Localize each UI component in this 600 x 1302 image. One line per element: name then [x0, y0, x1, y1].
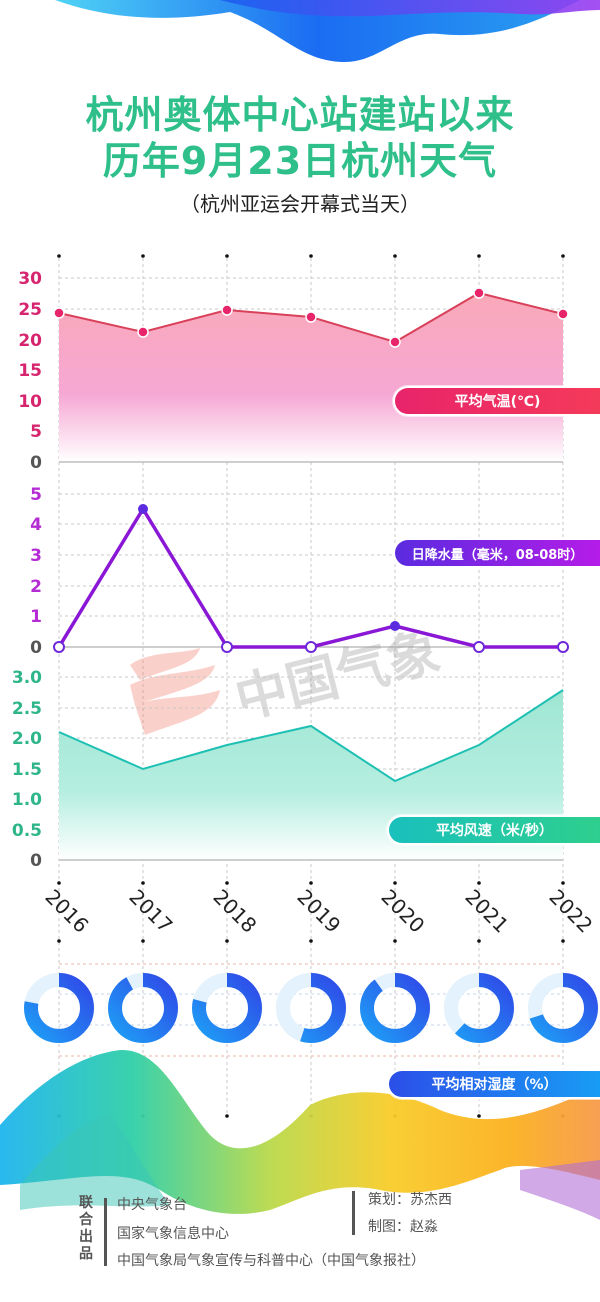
- svg-text:2: 2: [30, 577, 42, 597]
- svg-text:0.5: 0.5: [12, 821, 42, 841]
- humidity-donut-2016: [24, 973, 94, 1043]
- header-wave-decoration: [55, 0, 600, 62]
- svg-text:1: 1: [30, 607, 42, 627]
- svg-text:3: 3: [30, 546, 42, 566]
- wind-line: [58, 689, 564, 783]
- svg-text:2021: 2021: [460, 885, 513, 938]
- temperature-legend-pill: 平均气温(℃): [393, 386, 600, 416]
- svg-text:0: 0: [30, 851, 42, 871]
- precipitation-y-axis: 5 4 3 2 1 0: [30, 485, 42, 658]
- svg-text:20: 20: [18, 331, 42, 351]
- humidity-legend-label: 平均相对湿度（%）: [431, 1077, 558, 1093]
- page-subtitle: （杭州亚运会开幕式当天）: [180, 192, 420, 216]
- footer-wave-decoration: [0, 1049, 600, 1220]
- svg-text:2022: 2022: [544, 885, 597, 938]
- precipitation-points: [53, 504, 569, 653]
- humidity-donuts: [24, 973, 598, 1043]
- wind-legend-pill: 平均风速（米/秒）: [387, 815, 600, 845]
- precipitation-legend-pill: 日降水量（毫米，08-08时）: [393, 538, 600, 568]
- producer-2: 国家气象信息中心: [117, 1226, 229, 1242]
- svg-text:25: 25: [18, 300, 42, 320]
- svg-text:中国气象: 中国气象: [229, 622, 445, 731]
- x-axis-year-labels: 2016 2017 2018 2019 2020 2021 2022: [40, 885, 597, 938]
- humidity-legend-pill: 平均相对湿度（%）: [387, 1069, 600, 1099]
- svg-text:5: 5: [30, 422, 42, 442]
- svg-text:2017: 2017: [124, 885, 177, 938]
- humidity-donut-2017: [108, 973, 178, 1043]
- wind-legend-label: 平均风速（米/秒）: [435, 823, 554, 839]
- wind-y-axis: 3.0 2.5 2.0 1.5 1.0 0.5 0: [12, 668, 42, 871]
- humidity-donut-2021: [444, 973, 514, 1043]
- joint-production-label: 联合出品: [79, 1195, 93, 1262]
- humidity-donut-2018: [192, 973, 262, 1043]
- watermark: 中国气象: [130, 622, 446, 735]
- weather-chart: 30 25 20 15 10 5 0 中国气象 5 4 3 2 1 0: [12, 254, 598, 1118]
- svg-text:15: 15: [18, 361, 42, 381]
- svg-text:30: 30: [18, 269, 42, 289]
- producer-1: 中央气象台: [117, 1197, 187, 1213]
- planner-credit: 策划：苏杰西: [368, 1192, 452, 1208]
- producer-3: 中国气象局气象宣传与科普中心（中国气象报社）: [117, 1253, 425, 1269]
- precipitation-gridlines: [59, 493, 563, 617]
- footer-divider-left: [104, 1198, 107, 1266]
- temperature-legend-label: 平均气温(℃): [454, 394, 541, 410]
- humidity-donut-2020: [360, 973, 430, 1043]
- svg-text:2016: 2016: [40, 885, 93, 938]
- page-title-line2: 历年9月23日杭州天气: [102, 139, 498, 183]
- precipitation-legend-label: 日降水量（毫米，08-08时）: [411, 547, 584, 563]
- temperature-area: [59, 293, 563, 462]
- temperature-points: [53, 287, 569, 348]
- grid-dots: [57, 254, 565, 1118]
- svg-text:0: 0: [30, 453, 42, 473]
- svg-text:3.0: 3.0: [12, 668, 42, 688]
- humidity-donut-2022: [528, 973, 598, 1043]
- designer-credit: 制图：赵淼: [368, 1219, 438, 1235]
- svg-text:10: 10: [18, 392, 42, 412]
- svg-text:0: 0: [30, 638, 42, 658]
- svg-text:2.0: 2.0: [12, 729, 42, 749]
- svg-text:1.5: 1.5: [12, 760, 42, 780]
- page-title-line1: 杭州奥体中心站建站以来: [85, 93, 515, 137]
- humidity-donut-2019: [276, 973, 346, 1043]
- vertical-gridlines: [58, 258, 564, 1115]
- svg-text:2020: 2020: [376, 885, 429, 938]
- temperature-y-axis: 30 25 20 15 10 5 0: [18, 269, 42, 473]
- svg-text:2018: 2018: [208, 885, 261, 938]
- footer-divider-right: [352, 1191, 355, 1235]
- svg-text:2.5: 2.5: [12, 699, 42, 719]
- svg-text:2019: 2019: [292, 885, 345, 938]
- svg-text:5: 5: [30, 485, 42, 505]
- svg-text:1.0: 1.0: [12, 790, 42, 810]
- svg-text:4: 4: [30, 515, 42, 535]
